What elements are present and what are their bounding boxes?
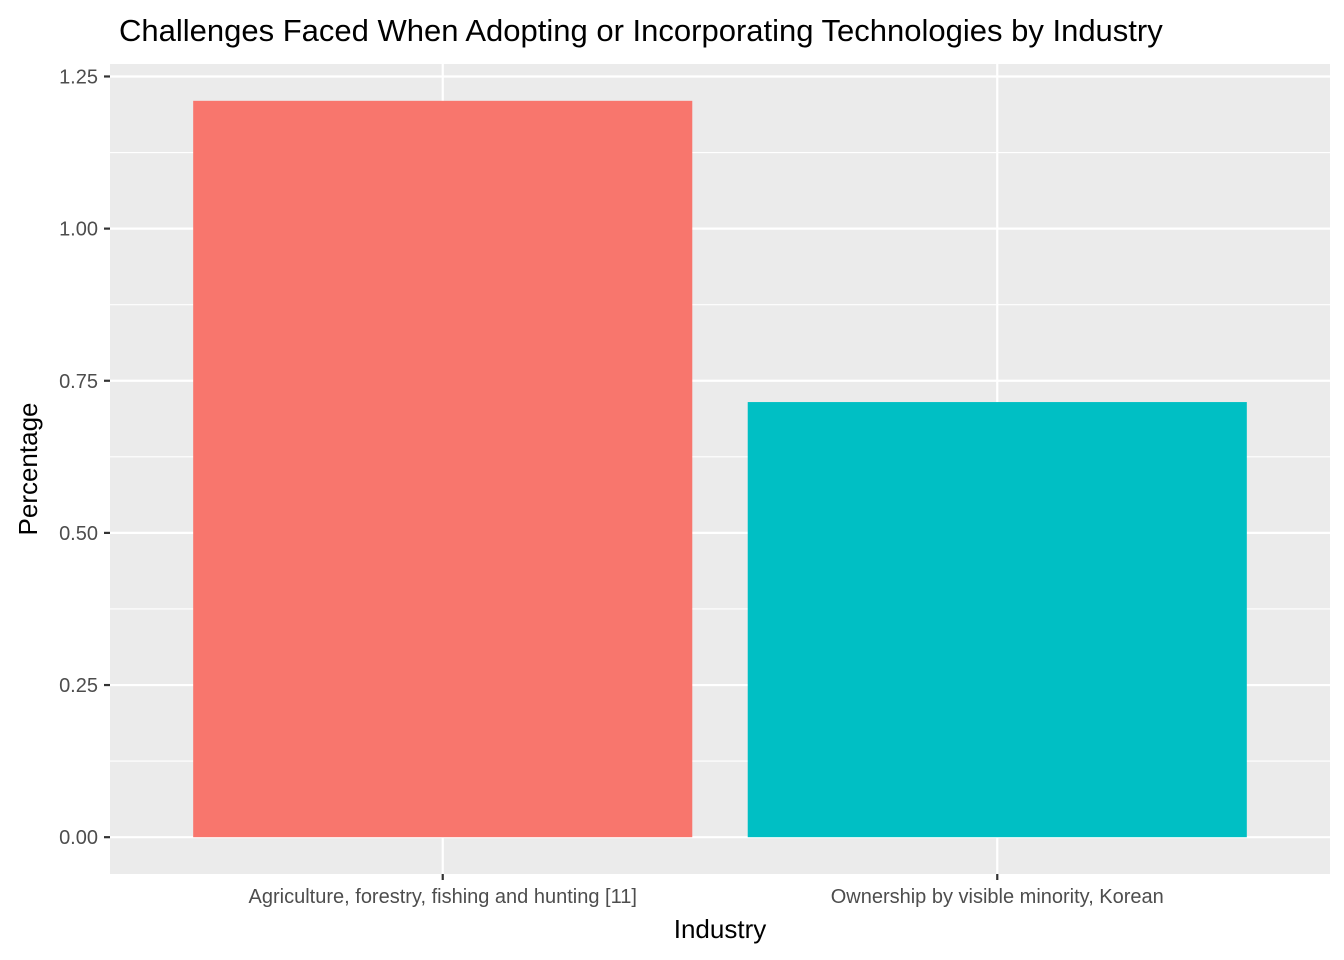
bar [193, 100, 693, 838]
x-tick-label: Ownership by visible minority, Korean [831, 886, 1164, 908]
chart-title: Challenges Faced When Adopting or Incorp… [119, 13, 1163, 48]
y-tick-label: 0.50 [59, 523, 98, 545]
y-tick-label: 0.25 [59, 675, 98, 697]
y-tick-label: 0.00 [59, 827, 98, 849]
y-axis: 0.00 0.25 0.50 0.75 1.00 1.25 [59, 66, 110, 849]
y-tick-label: 0.75 [59, 371, 98, 393]
x-axis-title: Industry [674, 914, 767, 944]
bar [747, 402, 1247, 838]
y-axis-title: Percentage [13, 403, 43, 536]
x-tick-label: Agriculture, forestry, fishing and hunti… [249, 886, 637, 908]
x-axis: Agriculture, forestry, fishing and hunti… [249, 874, 1164, 908]
y-tick-label: 1.25 [59, 66, 98, 88]
bars [193, 100, 1247, 838]
y-tick-label: 1.00 [59, 219, 98, 241]
